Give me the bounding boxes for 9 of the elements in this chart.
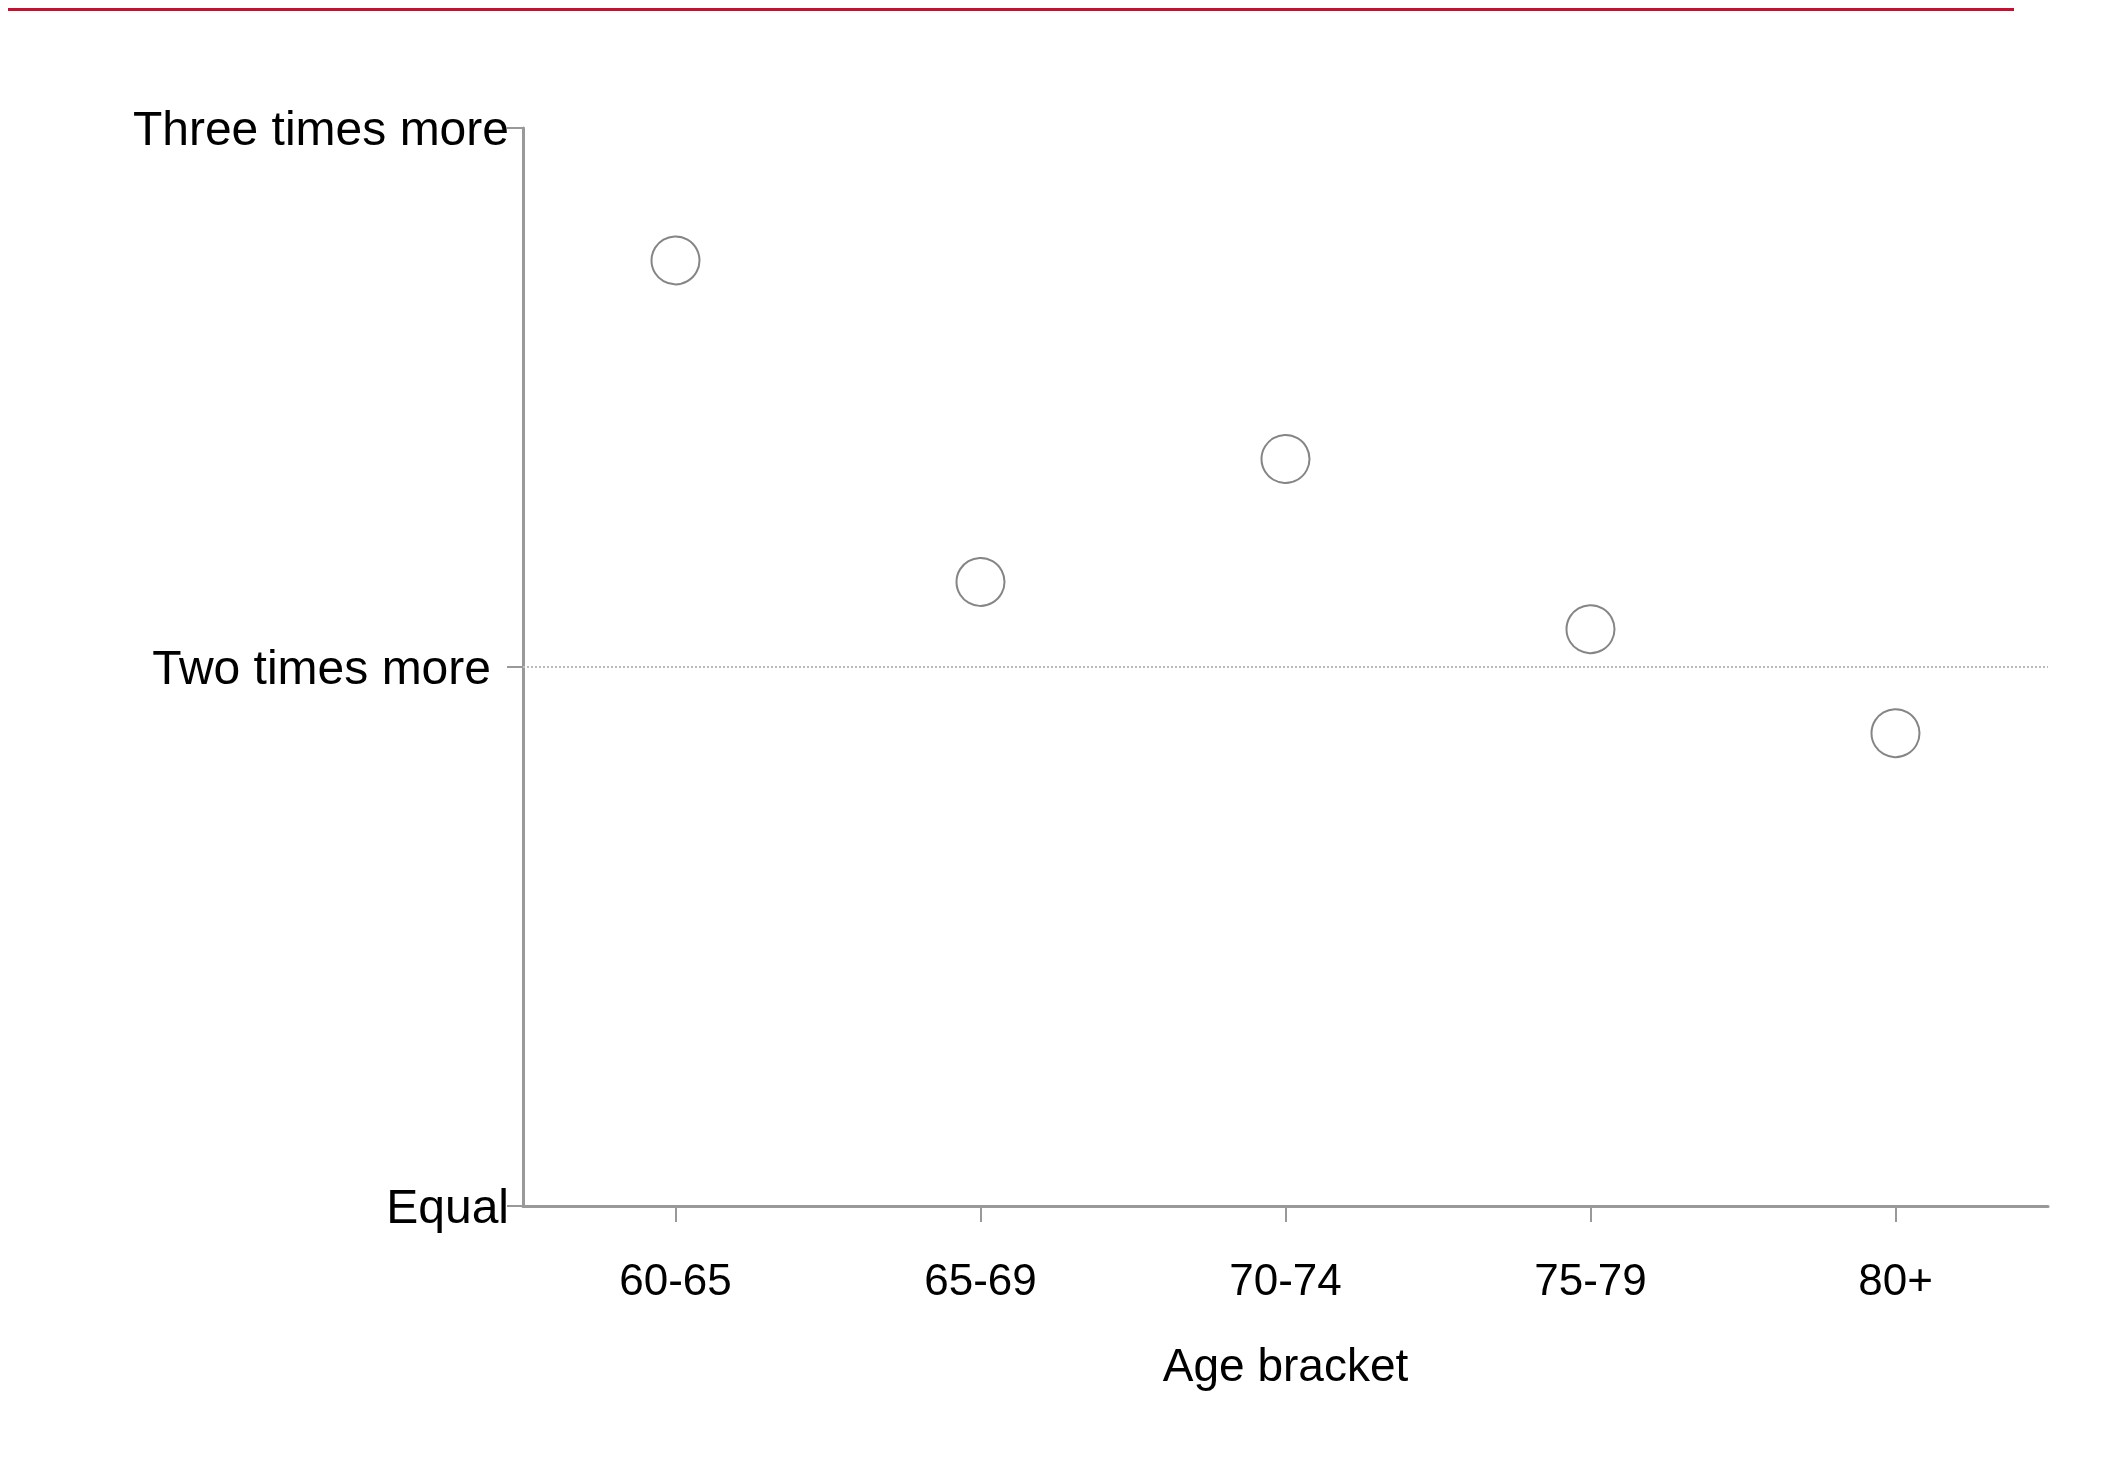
x-tick-label: 80+ bbox=[1858, 1254, 1933, 1304]
x-tick-label: 70-74 bbox=[1229, 1254, 1342, 1304]
text: Equal bbox=[386, 1179, 509, 1233]
x-tick-label: 65-69 bbox=[924, 1254, 1037, 1304]
x-axis-title: Age bracket bbox=[1162, 1339, 1409, 1391]
x-tick-label: 60-65 bbox=[619, 1254, 732, 1304]
text: Three times more bbox=[132, 101, 509, 155]
ref-line-label: Two times more bbox=[152, 640, 491, 694]
x-tick-label: 75-79 bbox=[1534, 1254, 1647, 1304]
